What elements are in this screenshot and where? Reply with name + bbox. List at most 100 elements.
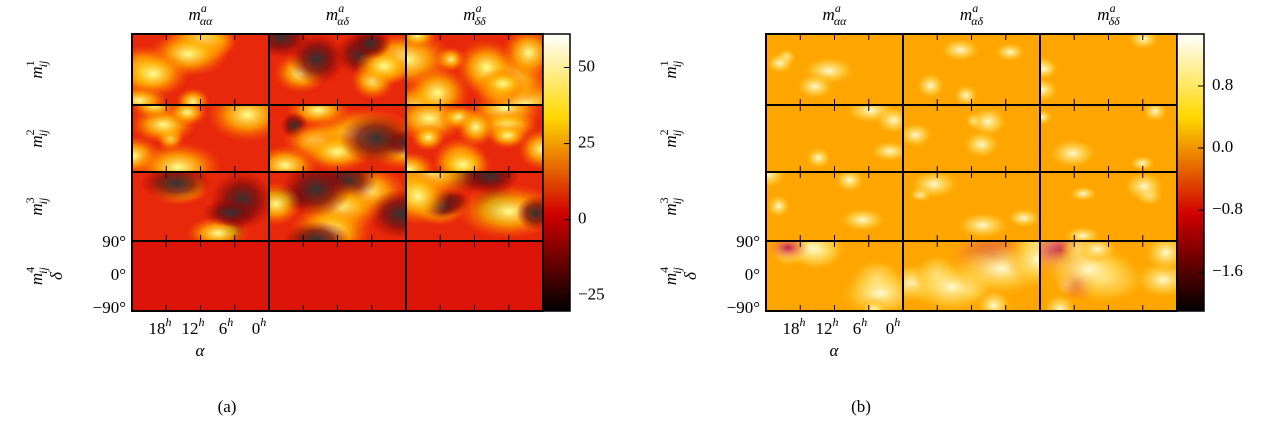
y-tick-label: 90°	[736, 232, 760, 251]
x-tick-label-sup: h	[894, 315, 900, 329]
row-label-sup: 1	[23, 60, 37, 66]
column-label-base: m	[326, 5, 338, 24]
column-label: ma αδ	[960, 1, 984, 28]
cell-feature	[176, 87, 210, 105]
column-label-sub: αα	[834, 14, 847, 28]
cell	[132, 105, 269, 172]
column-label-base: m	[1097, 5, 1109, 24]
x-tick-label-base: 0	[886, 319, 895, 338]
cell	[269, 34, 406, 105]
cell-feature	[869, 140, 903, 163]
row-label-base: m	[27, 273, 46, 285]
cell-feature	[1006, 207, 1040, 229]
row-label-sub: ij	[36, 129, 50, 136]
row-label-sup: 3	[23, 197, 37, 203]
cell-feature	[837, 267, 903, 311]
row-label: m4ij	[657, 267, 684, 286]
row-label-sup: 3	[657, 197, 671, 203]
cell	[406, 172, 543, 241]
x-tick-label-base: 6	[219, 319, 228, 338]
row-label-sup: 4	[23, 267, 37, 273]
row-label-sub: ij	[670, 129, 684, 136]
y-axis-label: δ	[47, 271, 66, 280]
cell-feature	[766, 172, 788, 190]
cell-feature	[795, 73, 835, 100]
cell-feature	[834, 172, 866, 193]
cell-feature	[406, 34, 437, 49]
cell	[903, 105, 1040, 172]
cell	[406, 105, 543, 172]
x-tick-label-sup: h	[833, 315, 839, 329]
cell-feature	[838, 207, 888, 233]
panel: ma αα ma αδ ma δδm1ijm2ijm3ijm4ijδ90°0°−90°18…	[657, 1, 1243, 416]
column-label-sub: δδ	[475, 14, 487, 28]
row-label: m4ij	[23, 267, 50, 286]
cell	[1040, 34, 1177, 105]
row-label-base: m	[27, 135, 46, 147]
column-label: ma αδ	[326, 1, 350, 28]
x-tick-label-base: 12	[182, 319, 199, 338]
cell-background	[132, 241, 269, 311]
colorbar-tick-label: 25	[578, 132, 595, 151]
cell-feature	[1006, 241, 1040, 290]
cell-feature	[1063, 225, 1103, 241]
colorbar	[1176, 33, 1205, 312]
row-label-sup: 4	[657, 267, 671, 273]
column-label-base: m	[960, 5, 972, 24]
cell-feature	[915, 72, 946, 100]
column-label-sub: αδ	[337, 14, 349, 28]
x-tick-label: 12h	[816, 315, 839, 338]
row-label-sub: ij	[670, 267, 684, 274]
x-tick-label-sup: h	[199, 315, 205, 329]
column-label-sub: αδ	[971, 14, 983, 28]
row-label: m2ij	[657, 129, 684, 148]
cell-feature	[975, 288, 1013, 311]
cell-feature	[487, 122, 528, 149]
column-label-base: m	[463, 5, 475, 24]
colorbar	[542, 33, 571, 312]
cell-feature	[339, 113, 406, 165]
row-label: m3ij	[23, 197, 50, 216]
cell-feature	[767, 241, 810, 261]
cell-feature	[167, 105, 208, 126]
cell-feature	[874, 105, 903, 135]
cell-feature	[283, 221, 350, 241]
cell	[766, 34, 903, 105]
cell-feature	[406, 151, 436, 172]
cell-feature	[269, 182, 302, 226]
cell-feature	[1068, 185, 1098, 202]
cell-feature	[1142, 241, 1177, 273]
cell-feature	[202, 198, 260, 228]
cell-feature	[434, 146, 492, 172]
cell	[269, 172, 406, 241]
cell	[766, 105, 903, 172]
cell-feature	[1042, 293, 1078, 311]
x-tick-label-base: 18	[149, 319, 166, 338]
x-axis-label: α	[196, 341, 206, 360]
cell	[1040, 241, 1177, 311]
cell-feature	[939, 37, 982, 62]
cell	[1040, 172, 1177, 241]
row-label-sup: 2	[23, 129, 37, 135]
cell-feature	[132, 49, 190, 98]
row-label: m2ij	[23, 129, 50, 148]
cell-feature	[1040, 109, 1053, 126]
y-tick-label: 90°	[102, 232, 126, 251]
row-label-sub: ij	[36, 197, 50, 204]
x-tick-label: 12h	[182, 315, 205, 338]
panel: ma αα ma αδ ma δδm1ijm2ijm3ijm4ijδ90°0°−90°18…	[23, 1, 605, 416]
column-label-sup: a	[1110, 1, 1116, 15]
column-label: ma δδ	[463, 1, 486, 28]
x-tick-label: 0h	[886, 315, 901, 338]
colorbar-tick-label: 0.8	[1212, 75, 1233, 94]
y-axis-label: δ	[681, 271, 700, 280]
x-tick-label-sup: h	[260, 315, 266, 329]
cell-feature	[1040, 77, 1060, 103]
column-label-sup: a	[476, 1, 482, 15]
x-tick-label-base: 12	[816, 319, 833, 338]
cell-feature	[1127, 34, 1160, 51]
x-axis-label: α	[830, 341, 840, 360]
caption: (a)	[218, 397, 237, 416]
x-tick-label: 18h	[149, 315, 172, 338]
row-label-sup: 1	[657, 60, 671, 66]
